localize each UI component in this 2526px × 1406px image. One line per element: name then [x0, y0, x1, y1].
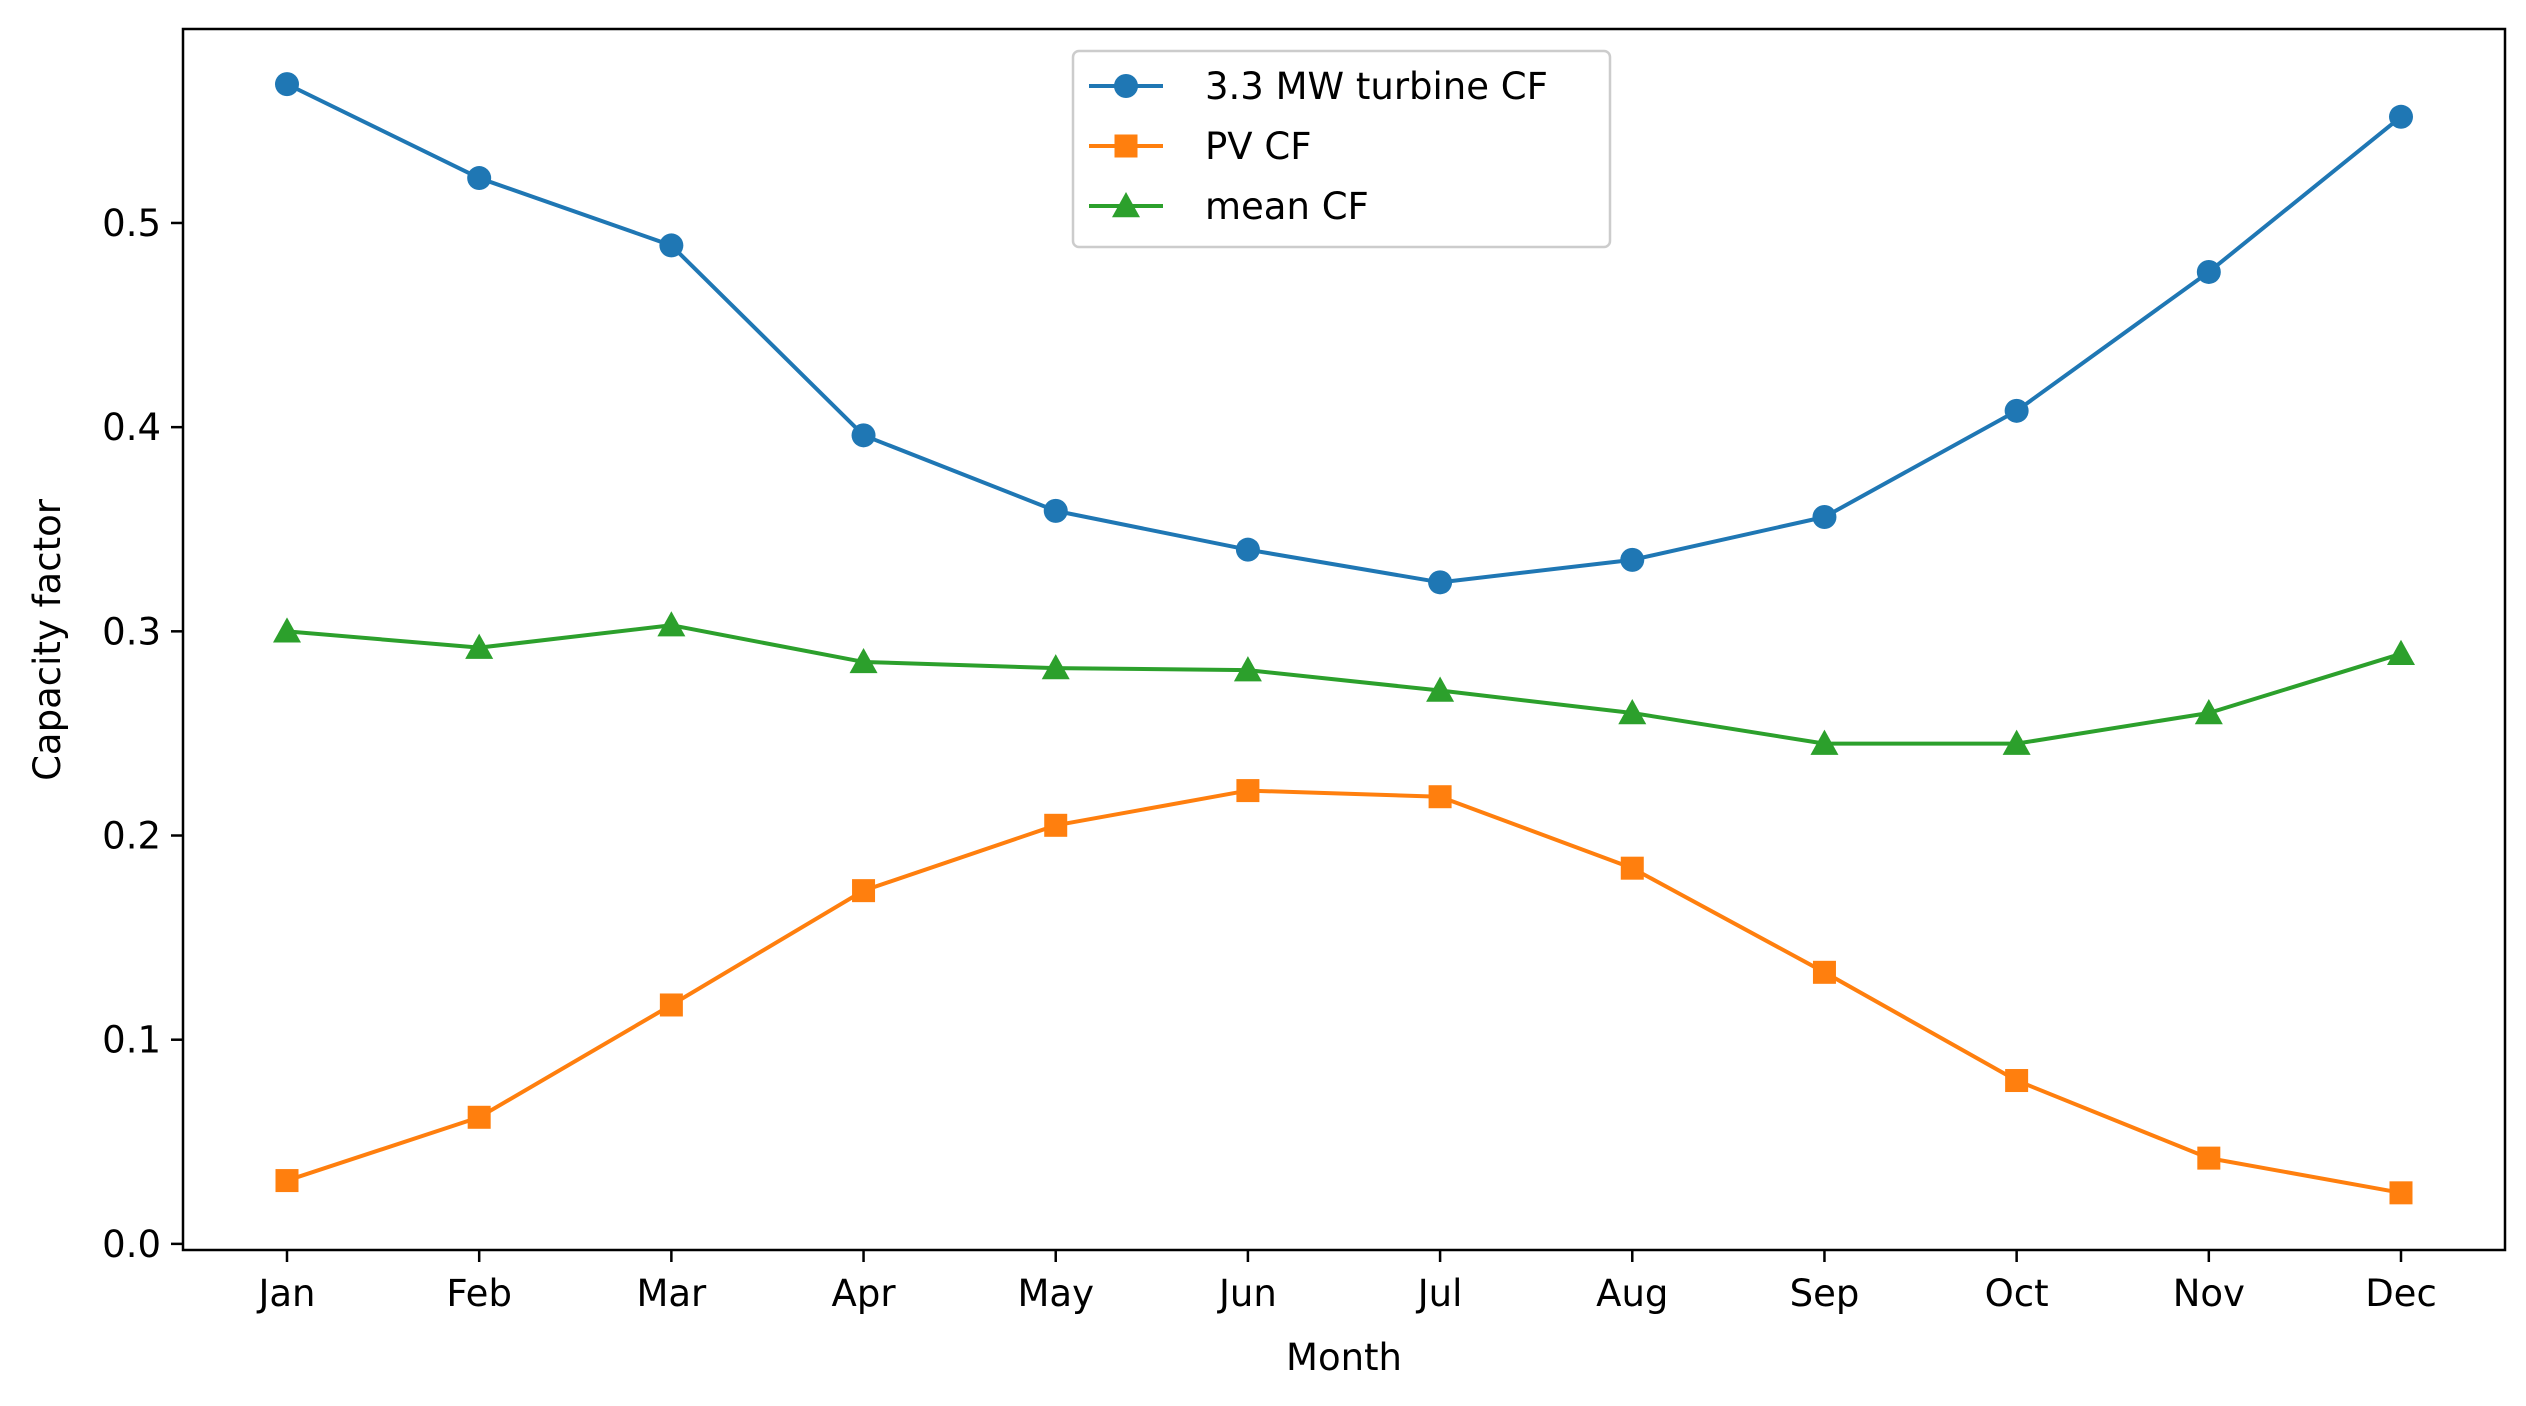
point-3-3-mw-turbine-cf-mar [659, 233, 684, 258]
x-tick-label-may: May [1017, 1272, 1094, 1315]
point-mean-cf-jun [1233, 656, 1262, 682]
legend-label-3-3-mw-turbine-cf: 3.3 MW turbine CF [1205, 65, 1548, 108]
y-tick-label-0: 0.0 [102, 1223, 161, 1266]
x-tick-label-jan: Jan [256, 1272, 315, 1315]
point-mean-cf-nov [2194, 699, 2223, 725]
point-pv-cf-nov [2197, 1146, 2221, 1170]
point-3-3-mw-turbine-cf-sep [1812, 504, 1837, 529]
point-pv-cf-jul [1428, 785, 1452, 809]
point-pv-cf-oct [2005, 1069, 2029, 1093]
x-axis: Jan Feb Mar Apr May Jun Jul Aug Sep Oct Nov Dec [256, 1250, 2437, 1315]
x-tick-label-dec: Dec [2365, 1272, 2437, 1315]
point-3-3-mw-turbine-cf-jun [1235, 537, 1260, 562]
point-mean-cf-aug [1618, 699, 1647, 725]
point-pv-cf-jun [1236, 779, 1260, 803]
y-tick-label-5: 0.5 [102, 202, 161, 245]
point-pv-cf-jan [275, 1169, 299, 1193]
legend-label-mean-cf: mean CF [1205, 185, 1369, 228]
legend-label-pv-cf: PV CF [1205, 125, 1312, 168]
y-tick-label-1: 0.1 [102, 1019, 161, 1062]
point-3-3-mw-turbine-cf-aug [1620, 547, 1645, 572]
y-tick-label-4: 0.4 [102, 406, 161, 449]
point-mean-cf-oct [2002, 729, 2031, 755]
point-3-3-mw-turbine-cf-jul [1428, 570, 1453, 595]
y-axis-label: Capacity factor [26, 498, 69, 781]
x-tick-label-sep: Sep [1790, 1272, 1860, 1315]
series-3-3-mw-turbine-cf [275, 72, 2413, 595]
series-line-pv-cf [286, 788, 2402, 1195]
x-tick-label-apr: Apr [832, 1272, 897, 1315]
plot-frame [181, 27, 2507, 1252]
point-pv-cf-apr [852, 879, 876, 903]
y-tick-label-3: 0.3 [102, 610, 161, 653]
series-line-3-3-mw-turbine-cf [286, 82, 2403, 585]
point-mean-cf-apr [849, 647, 878, 674]
x-tick-label-nov: Nov [2173, 1272, 2245, 1315]
x-tick-label-feb: Feb [446, 1272, 512, 1315]
x-tick-label-oct: Oct [1985, 1272, 2049, 1315]
legend: 3.3 MW turbine CF PV CF mean CF [1071, 49, 1612, 249]
point-mean-cf-mar [657, 611, 686, 637]
x-tick-label-aug: Aug [1596, 1272, 1668, 1315]
x-tick-label-jun: Jun [1217, 1272, 1277, 1315]
point-3-3-mw-turbine-cf-jan [275, 72, 299, 97]
point-pv-cf-feb [467, 1105, 491, 1129]
point-3-3-mw-turbine-cf-may [1043, 498, 1068, 523]
y-axis: 0.0 0.1 0.2 0.3 0.4 0.5 [102, 202, 183, 1266]
legend-marker-3-3-mw-turbine-cf [1114, 74, 1138, 98]
series-layer [273, 72, 2415, 1205]
point-pv-cf-aug [1620, 856, 1644, 880]
legend-marker-mean-cf [1112, 192, 1140, 218]
point-3-3-mw-turbine-cf-dec [2389, 104, 2413, 129]
point-pv-cf-may [1044, 813, 1068, 837]
x-tick-label-jul: Jul [1416, 1272, 1463, 1315]
series-mean-cf [273, 611, 2415, 755]
x-tick-label-mar: Mar [636, 1272, 707, 1315]
y-tick-label-2: 0.2 [102, 815, 161, 858]
point-pv-cf-mar [659, 993, 683, 1017]
point-3-3-mw-turbine-cf-nov [2196, 259, 2221, 284]
point-mean-cf-jul [1426, 676, 1455, 702]
legend-box [1071, 49, 1612, 249]
x-axis-label: Month [1286, 1336, 1402, 1379]
point-pv-cf-dec [2389, 1181, 2413, 1205]
point-mean-cf-jan [273, 617, 301, 643]
point-mean-cf-sep [1810, 729, 1839, 755]
point-mean-cf-feb [465, 633, 494, 659]
legend-marker-pv-cf [1114, 134, 1138, 158]
point-mean-cf-may [1041, 654, 1070, 680]
series-pv-cf [275, 779, 2413, 1205]
point-mean-cf-dec [2387, 639, 2415, 665]
point-3-3-mw-turbine-cf-feb [467, 166, 492, 191]
point-pv-cf-sep [1812, 960, 1836, 984]
series-line-mean-cf [286, 623, 2402, 746]
point-3-3-mw-turbine-cf-apr [851, 423, 876, 448]
point-3-3-mw-turbine-cf-oct [2004, 398, 2029, 423]
